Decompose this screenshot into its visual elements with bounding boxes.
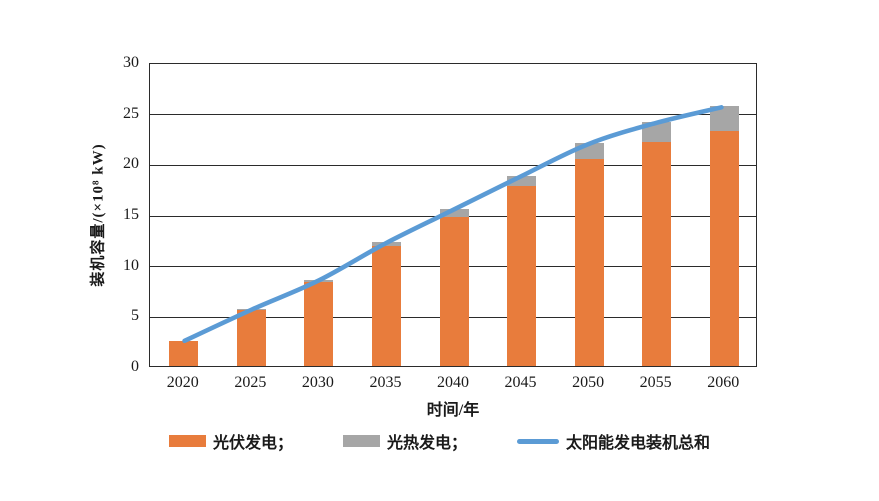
legend-label-total: 太阳能发电装机总和 [566, 435, 711, 452]
y-tick-label: 10 [123, 256, 139, 274]
x-tick-label: 2030 [301, 374, 334, 391]
total-line [182, 105, 724, 344]
y-tick-label: 20 [123, 155, 139, 173]
bar-segment-光伏发电-2020 [169, 340, 199, 366]
y-tick-label: 5 [131, 307, 139, 325]
x-tick-label: 2055 [639, 374, 672, 391]
plot-area [149, 63, 757, 367]
x-tick-label: 2020 [166, 374, 199, 391]
legend-item-csp: 光热发电； [342, 429, 467, 453]
x-tick-label: 2040 [437, 374, 469, 391]
y-tick-label: 25 [123, 104, 139, 122]
csp-swatch-icon [342, 435, 380, 447]
y-axis-title: 装机容量/(×10⁸ kW) [90, 143, 107, 287]
bar-segment-光伏发电-2050 [574, 159, 604, 366]
y-tick-label: 15 [123, 206, 139, 223]
bar-segment-光伏发电-2025 [236, 310, 266, 366]
x-tick-label: 2035 [369, 374, 402, 391]
x-tick-label: 2060 [707, 374, 740, 391]
legend-item-total: 太阳能发电装机总和 [517, 429, 710, 453]
x-axis-title: 时间/年 [426, 402, 480, 419]
y-tick-label: 0 [131, 358, 139, 375]
legend-label-pv: 光伏发电； [212, 435, 293, 452]
bar-segment-光伏发电-2060 [709, 130, 739, 366]
legend-label-csp: 光热发电； [386, 435, 467, 452]
y-tick-label: 30 [123, 54, 139, 71]
bar-segment-光伏发电-2045 [507, 185, 537, 366]
bar-segment-光伏发电-2030 [304, 281, 334, 366]
total-line-path [182, 105, 724, 344]
legend: 光伏发电； 光热发电； 太阳能发电装机总和 [0, 429, 879, 453]
bar-segment-光伏发电-2055 [642, 142, 672, 366]
pv-swatch-icon [168, 435, 206, 447]
legend-item-pv: 光伏发电； [168, 429, 293, 453]
gridline [150, 114, 756, 116]
bar-segment-光热发电-2045 [507, 175, 537, 186]
bar-segment-光伏发电-2040 [439, 217, 469, 366]
bar-segment-光伏发电-2035 [371, 246, 401, 366]
gridline [150, 164, 756, 166]
bar-segment-光热发电-2040 [439, 208, 469, 218]
x-tick-label: 2050 [572, 374, 605, 391]
total-line-swatch-icon [517, 438, 559, 444]
x-tick-label: 2045 [504, 374, 537, 391]
x-tick-label: 2025 [234, 374, 267, 391]
